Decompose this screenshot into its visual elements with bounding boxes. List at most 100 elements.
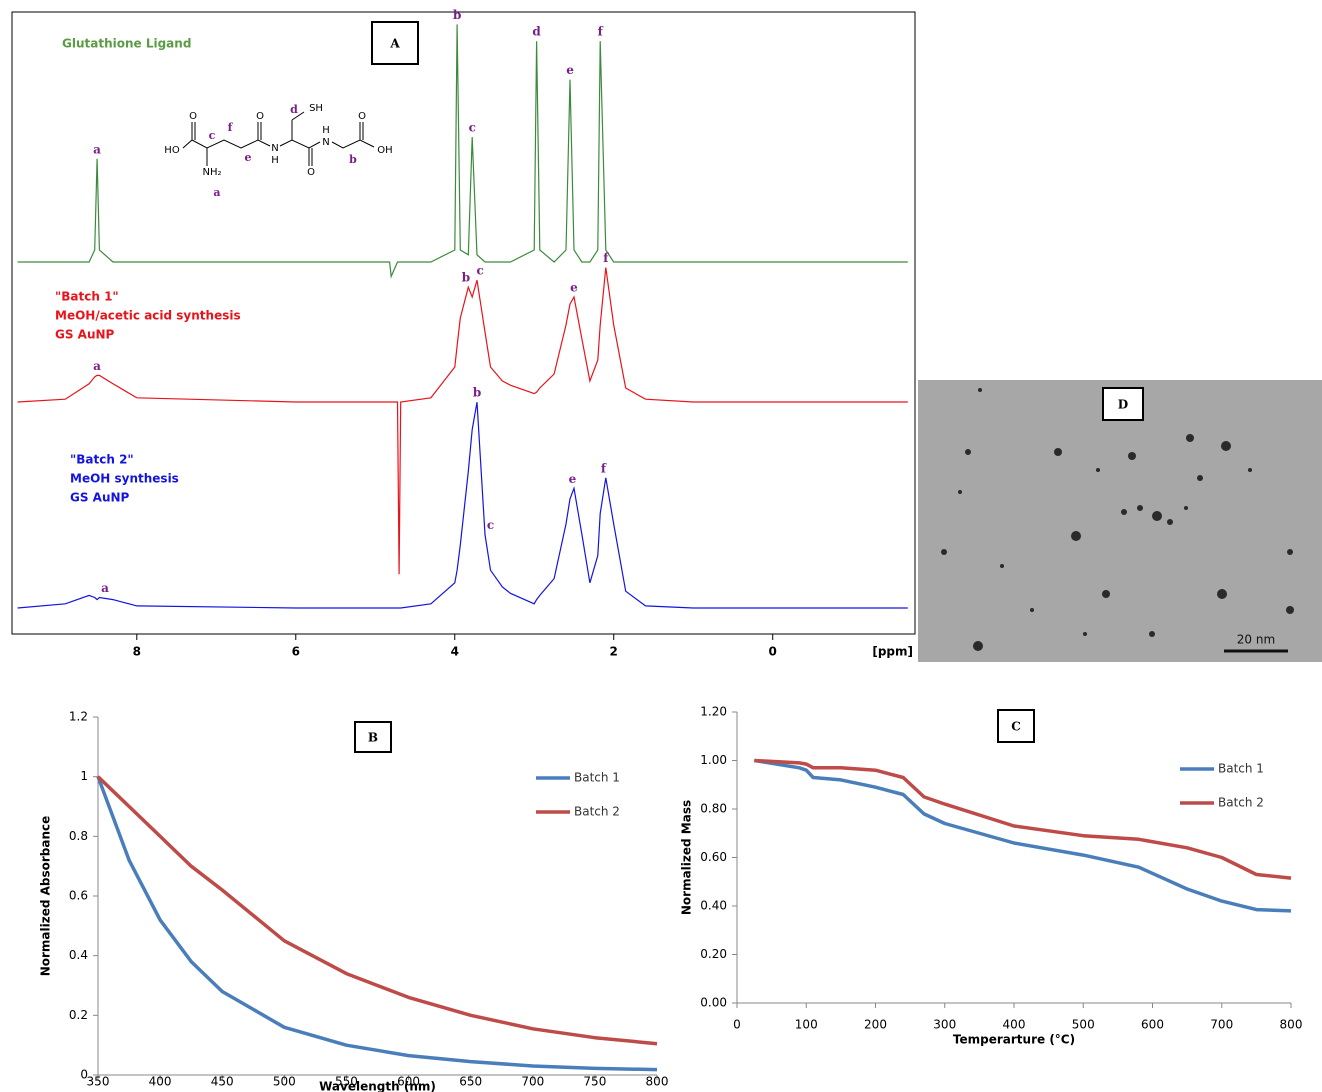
series-label: "Batch 1" <box>55 290 119 304</box>
x-tick-label: 700 <box>1210 1018 1233 1032</box>
y-tick-label: 1.2 <box>69 710 88 724</box>
y-tick-label: 0.4 <box>69 948 88 962</box>
structure-label: e <box>245 151 252 164</box>
atom: O <box>307 167 315 178</box>
y-tick-label: 0.8 <box>69 829 88 843</box>
series-line <box>754 758 1292 913</box>
structure-label: c <box>209 129 216 142</box>
spectrum <box>17 267 908 575</box>
structure-label: f <box>228 121 234 134</box>
x-tick-label: 450 <box>211 1075 234 1089</box>
structure-label: a <box>213 186 220 199</box>
atom: O <box>189 111 197 122</box>
y-tick-label: 0.20 <box>700 947 727 961</box>
x-tick-label: 550 <box>335 1075 358 1089</box>
peak-label: a <box>93 142 101 156</box>
x-tick-label: 0 <box>769 645 777 659</box>
atom: O <box>358 111 366 122</box>
atom: NH₂ <box>202 167 221 178</box>
y-tick-label: 0.6 <box>69 889 88 903</box>
y-tick-label: 0.80 <box>700 802 727 816</box>
series-label: "Batch 2" <box>70 453 134 467</box>
y-tick-label: 0.40 <box>700 899 727 913</box>
peak-label: e <box>566 63 574 77</box>
x-tick-label: 350 <box>87 1075 110 1089</box>
spectrum <box>17 402 908 609</box>
scale-bar-label: 20 nm <box>1237 633 1275 647</box>
x-tick-label: 700 <box>521 1075 544 1089</box>
series-label: Glutathione Ligand <box>62 37 191 51</box>
y-axis-label: Normalized Absorbance <box>39 816 53 977</box>
nanoparticles <box>941 388 1294 651</box>
peak-label: c <box>477 264 484 278</box>
atom: HO <box>164 145 180 156</box>
peak-label: f <box>598 25 604 39</box>
y-axis-label: Normalized Mass <box>680 800 694 915</box>
panel-label: B <box>368 731 378 745</box>
x-tick-label: 400 <box>1003 1018 1026 1032</box>
legend-label: Batch 2 <box>1218 796 1264 810</box>
atom: O <box>256 111 264 122</box>
peak-label: c <box>487 518 494 532</box>
structure-label: b <box>349 153 357 166</box>
x-axis-label: Wavelength (nm) <box>319 1080 436 1092</box>
y-tick-label: 0.00 <box>700 996 727 1010</box>
structure <box>182 111 375 166</box>
peak-label: a <box>101 581 109 595</box>
legend-label: Batch 1 <box>574 771 620 785</box>
atom: H <box>271 155 279 166</box>
tem-background <box>918 380 1322 662</box>
peak-label: f <box>603 251 609 265</box>
peak-label: d <box>532 25 541 39</box>
panel-label: D <box>1118 398 1128 412</box>
atom: SH <box>309 103 323 114</box>
legend-label: Batch 1 <box>1218 762 1264 776</box>
x-tick-label: 800 <box>646 1075 669 1089</box>
peak-label: e <box>570 281 578 295</box>
plot-frame <box>11 11 916 635</box>
panel-label: C <box>1011 720 1021 734</box>
y-tick-label: 1 <box>80 769 88 783</box>
peak-label: f <box>601 461 607 475</box>
series-description: MeOH synthesis <box>70 472 179 486</box>
panel-label-box <box>997 709 1035 743</box>
x-tick-label: 8 <box>133 645 141 659</box>
series-description: GS AuNP <box>70 491 130 505</box>
series-description: GS AuNP <box>55 328 115 342</box>
x-tick-label: 500 <box>1072 1018 1095 1032</box>
tem-image: D 20 nm <box>918 380 1322 662</box>
series-line <box>96 775 658 1046</box>
y-tick-label: 0.60 <box>700 850 727 864</box>
series-description: MeOH/acetic acid synthesis <box>55 309 241 323</box>
x-tick-label: 6 <box>292 645 300 659</box>
legend-label: Batch 2 <box>574 805 620 819</box>
panel-label: A <box>389 37 400 51</box>
y-tick-label: 1.00 <box>700 753 727 767</box>
y-tick-label: 0 <box>80 1068 88 1082</box>
x-axis-label: [ppm] <box>872 645 913 659</box>
peak-label: e <box>569 472 577 486</box>
series-line <box>96 776 658 1072</box>
y-tick-label: 0.2 <box>69 1008 88 1022</box>
peak-label: b <box>462 271 470 285</box>
x-tick-label: 400 <box>149 1075 172 1089</box>
x-tick-label: 600 <box>397 1075 420 1089</box>
x-tick-label: 500 <box>273 1075 296 1089</box>
x-tick-label: 750 <box>583 1075 606 1089</box>
structure-atoms: HO O NH₂ O N H SH O N H O OH c f e d b a <box>164 103 392 199</box>
peak-label: b <box>453 8 461 22</box>
peak-label: c <box>469 121 476 135</box>
x-tick-label: 600 <box>1141 1018 1164 1032</box>
peak-label: b <box>473 386 481 400</box>
panel-label-box <box>371 21 419 65</box>
x-tick-label: 0 <box>733 1018 741 1032</box>
series-line <box>754 758 1292 880</box>
atom: N <box>271 143 278 154</box>
x-tick-label: 650 <box>459 1075 482 1089</box>
x-tick-label: 2 <box>610 645 618 659</box>
x-tick-label: 4 <box>451 645 459 659</box>
peak-label: a <box>93 359 101 373</box>
x-tick-label: 800 <box>1280 1018 1303 1032</box>
